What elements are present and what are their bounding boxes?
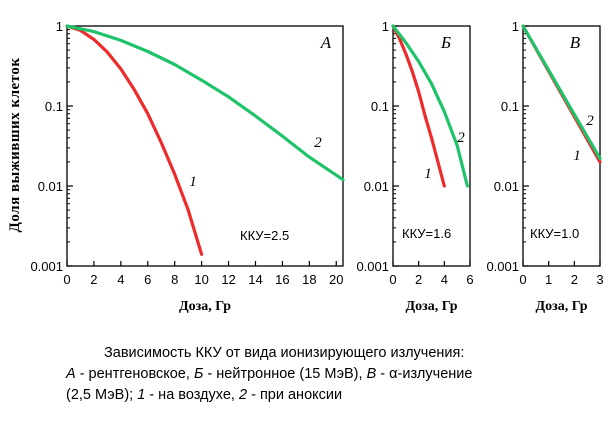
y-tick-label: 0.1 (501, 99, 519, 114)
y-tick-label: 0.1 (45, 99, 63, 114)
x-tick-label: 14 (248, 272, 262, 287)
caption-segment: - при аноксии (247, 387, 343, 403)
panel-letter-c: В (570, 33, 581, 52)
x-tick-label: 0 (389, 272, 396, 287)
caption-line-2: А - рентгеновское, Б - нейтронное (15 Мэ… (66, 364, 596, 385)
y-tick-label: 0.001 (486, 259, 519, 274)
caption-segment: - рентгеновское, (75, 366, 194, 382)
series-label-1: 1 (189, 174, 197, 190)
series-label-2: 2 (457, 130, 465, 146)
caption-segment: 1 (137, 387, 146, 403)
x-tick-label: 12 (221, 272, 235, 287)
x-axis-label: Доза, Гр (535, 299, 587, 314)
x-tick-label: 2 (90, 272, 97, 287)
y-tick-label: 0.01 (38, 179, 63, 194)
y-tick-label: 0.001 (30, 259, 63, 274)
panel-letter-a: А (320, 33, 332, 52)
series-label-2: 2 (586, 113, 594, 129)
series-line-1 (391, 24, 446, 188)
y-tick-label: 1 (382, 19, 389, 34)
y-tick-label: 1 (56, 19, 63, 34)
x-tick-label: 1 (545, 272, 552, 287)
x-tick-label: 6 (144, 272, 151, 287)
x-tick-label: 16 (275, 272, 289, 287)
caption-segment: Б (193, 366, 204, 382)
series-line-2 (391, 24, 469, 188)
series-label-1: 1 (573, 148, 581, 164)
x-tick-label: 6 (466, 272, 473, 287)
x-axis-label: Доза, Гр (179, 299, 231, 314)
x-tick-label: 2 (571, 272, 578, 287)
caption-segment: А (66, 366, 76, 382)
chart-panel-c: 0.001 0.01 0.1 1 0 1 2 3 Доза, Гр 1 2 В ККУ=1.0 (486, 19, 603, 314)
x-tick-label: 4 (117, 272, 124, 287)
y-tick-label: 1 (512, 19, 519, 34)
x-tick-label: 2 (415, 272, 422, 287)
y-tick-label: 0.01 (494, 179, 519, 194)
caption-line-1: Зависимость ККУ от вида ионизирующего из… (104, 345, 465, 361)
x-tick-label: 0 (63, 272, 70, 287)
x-tick-label: 4 (441, 272, 448, 287)
panel-letter-b: Б (440, 33, 451, 52)
series-label-2: 2 (314, 135, 322, 151)
chart-panel-b: 0.001 0.01 0.1 1 0 2 4 6 Доза, Гр 1 2 Б ККУ=1.6 (356, 19, 473, 314)
x-tick-label: 18 (302, 272, 316, 287)
kku-annotation: ККУ=1.0 (530, 226, 579, 241)
kku-annotation: ККУ=1.6 (402, 226, 451, 241)
figure-caption: Зависимость ККУ от вида ионизирующего из… (66, 343, 596, 406)
caption-segment: (2,5 МэВ); (66, 387, 138, 403)
series-line-1 (65, 24, 204, 256)
x-tick-label: 10 (194, 272, 208, 287)
caption-segment: - на воздухе, (145, 387, 239, 403)
caption-segment: - нейтронное (15 МэВ), (203, 366, 367, 382)
caption-segment: 2 (238, 387, 248, 403)
x-tick-label: 8 (171, 272, 178, 287)
series-line-2 (521, 24, 602, 161)
y-tick-label: 0.1 (371, 99, 389, 114)
series-label-1: 1 (424, 166, 432, 182)
caption-line-3: (2,5 МэВ); 1 - на воздухе, 2 - при анокс… (66, 385, 596, 406)
y-tick-label: 0.01 (364, 179, 389, 194)
x-axis-label: Доза, Гр (405, 299, 457, 314)
y-axis-label: Доля выживших клеток (7, 58, 23, 233)
x-tick-label: 0 (519, 272, 526, 287)
caption-segment: В (366, 366, 377, 382)
x-tick-label: 3 (596, 272, 603, 287)
caption-segment: - α-излучение (376, 366, 473, 382)
plot-frame (392, 25, 471, 267)
series-line-2 (65, 24, 345, 182)
plot-frame (66, 25, 344, 267)
x-tick-label: 20 (329, 272, 343, 287)
y-tick-label: 0.001 (356, 259, 389, 274)
plot-frame (522, 25, 601, 267)
kku-annotation: ККУ=2.5 (240, 228, 289, 243)
